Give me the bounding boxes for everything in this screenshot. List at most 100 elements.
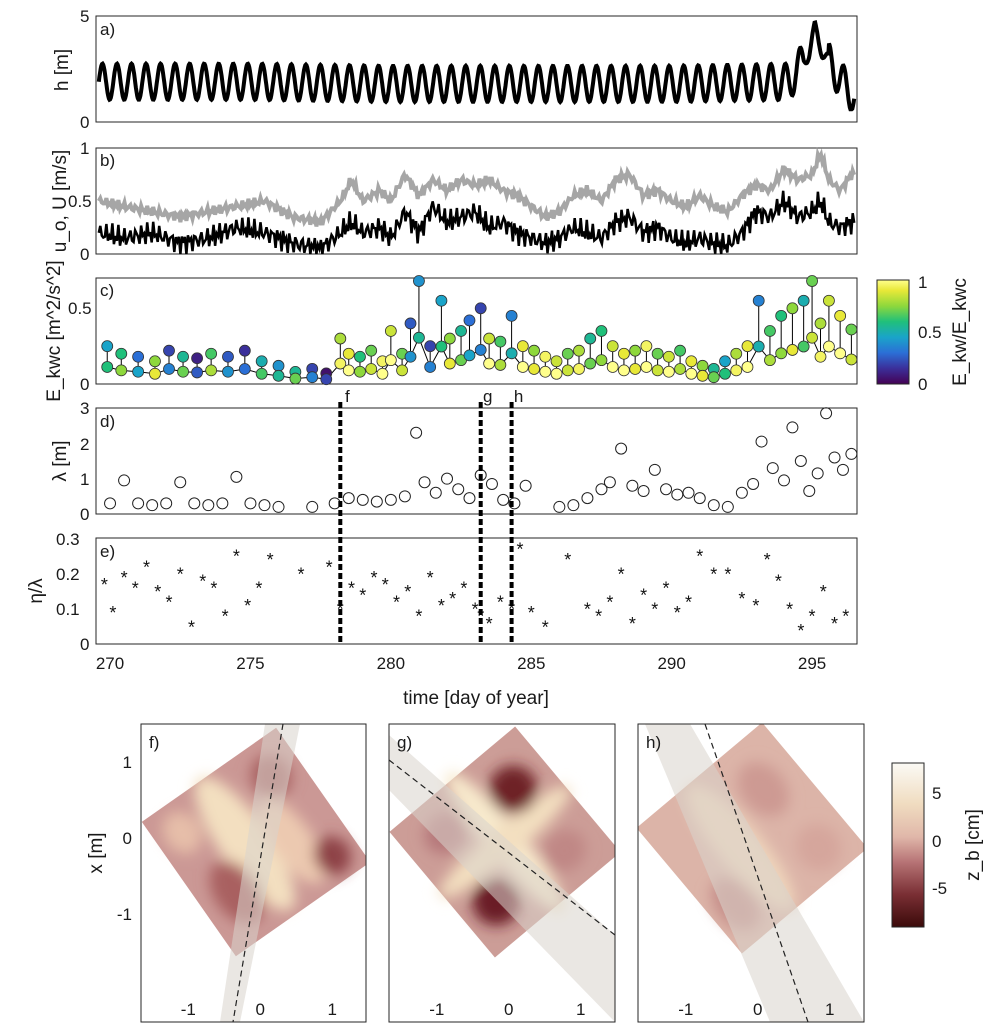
data-point: *: [143, 557, 150, 577]
x-tick-label: -1: [678, 1000, 693, 1019]
data-point: [384, 325, 397, 337]
data-point: *: [244, 596, 251, 616]
data-point: [410, 426, 423, 439]
data-point: [595, 325, 608, 337]
data-point: [573, 344, 585, 357]
data-point: [160, 497, 173, 510]
data-point: [396, 364, 408, 377]
x-tick-label: 275: [236, 654, 264, 673]
data-point: [671, 488, 684, 501]
data-point: [730, 364, 743, 377]
data-point: [376, 367, 389, 380]
data-point: [354, 365, 366, 378]
data-point: [413, 275, 425, 287]
event-marker-label: g: [483, 387, 492, 406]
axes-frame: [637, 723, 865, 1023]
panel-h: h): [637, 723, 865, 1023]
y-tick-label: 0.5: [68, 299, 92, 318]
data-point: [174, 476, 187, 489]
data-point: [238, 344, 251, 357]
data-point: [497, 493, 510, 506]
data-point: [483, 357, 496, 370]
data-point: *: [764, 550, 771, 570]
y-tick-label: 0: [80, 113, 89, 132]
y-axis-label: E_kwc [m^2/s^2]: [44, 260, 65, 401]
data-point: [786, 302, 799, 315]
map-y-axis-label: x [m]: [86, 832, 107, 873]
data-point: [755, 435, 768, 448]
data-point: [797, 340, 810, 353]
data-point: [553, 500, 566, 513]
data-point: [752, 294, 765, 307]
data-point: [685, 355, 698, 368]
data-point: [775, 347, 788, 360]
panel-g: g): [388, 723, 616, 1023]
data-point: *: [486, 614, 493, 634]
data-point: [222, 365, 234, 378]
data-point: [474, 302, 487, 315]
data-point: *: [629, 614, 636, 634]
data-point: *: [710, 564, 717, 584]
data-point: [845, 353, 858, 366]
x-tick-label: 0: [256, 1000, 265, 1019]
data-point: *: [359, 586, 366, 606]
data-point: [730, 347, 743, 360]
y-tick-label: 5: [80, 7, 89, 26]
data-point: [516, 340, 529, 353]
data-point: [463, 314, 476, 327]
data-point: *: [449, 589, 456, 609]
data-point: [216, 497, 229, 510]
data-point: [258, 499, 271, 512]
data-point: [455, 325, 467, 337]
data-point: *: [797, 621, 804, 641]
data-point: *: [477, 607, 484, 627]
data-point: [660, 483, 673, 496]
data-point: [435, 340, 448, 353]
y-tick-label: 2: [80, 435, 89, 454]
y-axis-label: λ [m]: [50, 440, 71, 481]
data-point: [674, 344, 686, 357]
data-point: [618, 347, 630, 360]
data-point: [775, 309, 788, 322]
data-point: [443, 357, 456, 370]
data-point: [584, 357, 597, 370]
data-point: *: [438, 596, 445, 616]
data-point: [474, 344, 487, 356]
data-point: [814, 350, 827, 363]
data-point: *: [674, 603, 681, 623]
data-point: *: [696, 547, 703, 567]
data-point: [584, 332, 597, 345]
data-point: [834, 309, 847, 322]
data-point: *: [101, 575, 108, 595]
data-point: [272, 369, 285, 382]
data-point: [342, 492, 355, 505]
y-tick-label: 0.3: [56, 530, 80, 549]
data-point: *: [255, 578, 262, 598]
x-tick-label: 1: [328, 1000, 337, 1019]
data-point: [149, 367, 161, 380]
data-point: *: [584, 600, 591, 620]
colorbar-tick: 0: [918, 375, 927, 394]
data-point: [539, 365, 552, 378]
data-point: [794, 455, 807, 467]
data-point: [505, 309, 518, 322]
data-point: [354, 350, 366, 363]
series-line: [97, 190, 856, 255]
data-point: [177, 350, 189, 363]
data-point: *: [210, 578, 217, 598]
data-point: [626, 479, 639, 492]
data-point: *: [775, 571, 782, 591]
data-point: [132, 497, 145, 510]
panel-label: c): [100, 281, 114, 300]
data-point: [752, 340, 765, 353]
data-point: [485, 477, 498, 490]
data-point: [132, 350, 145, 363]
data-point: *: [651, 600, 658, 620]
data-point: [320, 373, 333, 386]
data-point: [823, 340, 835, 353]
data-point: [404, 350, 417, 363]
y-tick-label: 0.5: [68, 192, 92, 211]
data-point: [845, 447, 858, 460]
x-tick-label: 280: [377, 654, 405, 673]
data-point: [384, 354, 397, 367]
